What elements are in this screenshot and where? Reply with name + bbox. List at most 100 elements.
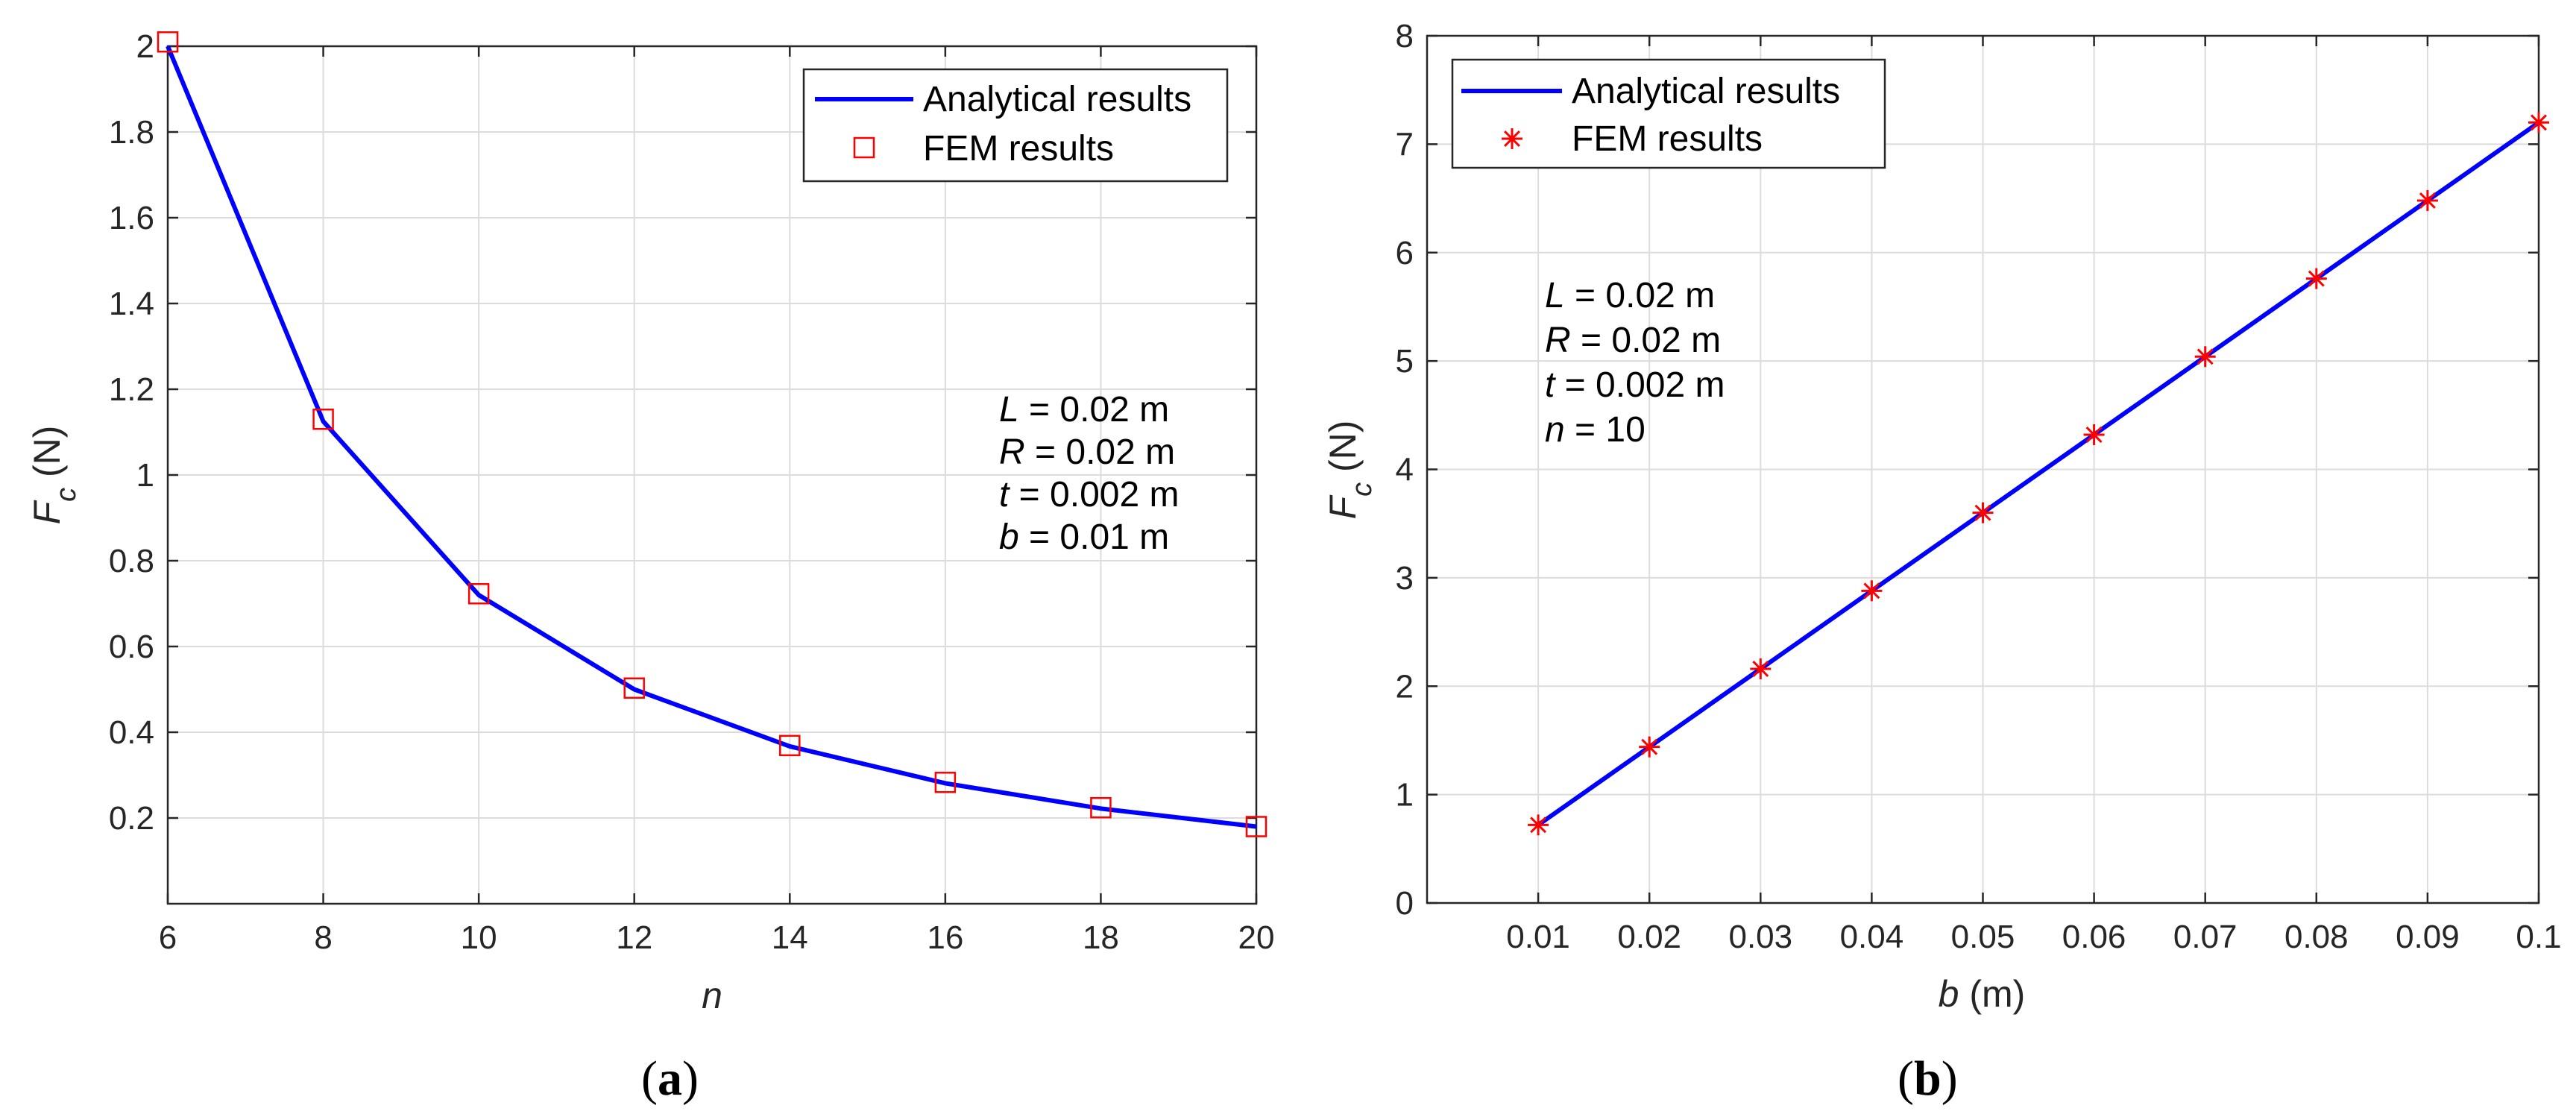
chart-b-x-tick-label: 0.06 bbox=[2062, 919, 2126, 955]
chart-b-fem-point-stroke bbox=[2196, 348, 2214, 365]
chart-b-fem-point-stroke bbox=[1530, 816, 1547, 834]
chart-b-x-tick-label: 0.04 bbox=[1840, 919, 1904, 955]
chart-b-fem-point-stroke bbox=[1974, 504, 1991, 521]
chart-a-legend-entry-fem: FEM results bbox=[923, 129, 1114, 169]
chart-b-fem-point bbox=[2416, 189, 2438, 211]
chart-b-y-tick-label: 2 bbox=[1396, 668, 1414, 705]
chart-b-x-axis-label: b (m) bbox=[1939, 973, 2026, 1015]
chart-b-fem-point-stroke bbox=[2419, 192, 2436, 209]
chart-b-fem-point-stroke bbox=[2531, 114, 2547, 131]
chart-a-fem-point bbox=[157, 31, 179, 53]
chart-a-fem-point bbox=[1245, 816, 1267, 837]
chart-a-x-tick-label: 16 bbox=[927, 919, 963, 956]
chart-b-y-tick-label: 4 bbox=[1396, 452, 1414, 488]
chart-b-legend: Analytical results FEM results bbox=[1451, 58, 1886, 169]
chart-a-ticks: 6 8 10 12 14 16 18 20 0.2 0.4 0.6 0.8 1 1.2 1.4 1.6 1.8 2 bbox=[109, 28, 1275, 956]
chart-b-fem-point bbox=[2528, 112, 2549, 133]
chart-b-x-tick-label: 0.02 bbox=[1617, 919, 1681, 955]
chart-b-fem-point bbox=[1861, 580, 1883, 602]
chart-b-y-tick-label: 6 bbox=[1396, 235, 1414, 271]
chart-a-fem-point bbox=[1090, 796, 1112, 819]
chart-a-x-tick-label: 8 bbox=[314, 919, 332, 956]
chart-b-fem-point-stroke bbox=[1641, 738, 1658, 755]
chart-b-fem-point bbox=[2194, 346, 2216, 368]
chart-a-y-axis-label: Fc (N) bbox=[26, 426, 82, 525]
panel-label-b: (b) bbox=[1898, 1051, 1958, 1106]
chart-b-y-tick-label: 0 bbox=[1396, 885, 1414, 922]
chart-b-fem-point bbox=[1972, 502, 1994, 523]
chart-a-y-tick-label: 0.2 bbox=[109, 800, 154, 837]
chart-b-param-t: t = 0.002 m bbox=[1545, 365, 1725, 405]
chart-b-legend-entry-fem: FEM results bbox=[1572, 119, 1763, 159]
chart-a-legend-entry-analytical: Analytical results bbox=[923, 80, 1191, 119]
chart-a-y-tick-label: 0.6 bbox=[109, 629, 154, 665]
chart-b-x-tick-label: 0.07 bbox=[2173, 919, 2238, 955]
chart-b-fem-point bbox=[1639, 736, 1660, 758]
chart-a-param-R: R = 0.02 m bbox=[999, 432, 1175, 472]
chart-b-param-R: R = 0.02 m bbox=[1545, 321, 1721, 360]
chart-b-y-tick-label: 1 bbox=[1396, 777, 1414, 814]
chart-a-legend-square-swatch bbox=[853, 136, 875, 159]
chart-b-fem-point-stroke bbox=[1752, 661, 1769, 677]
chart-a-y-tick-label: 1.4 bbox=[109, 286, 154, 322]
chart-b-fem-point bbox=[1528, 814, 1549, 836]
chart-b-y-tick-label: 7 bbox=[1396, 126, 1414, 163]
chart-b-fem-point-stroke bbox=[1863, 582, 1880, 600]
chart-b-y-tick-label: 3 bbox=[1396, 560, 1414, 597]
chart-a: 6 8 10 12 14 16 18 20 0.2 0.4 0.6 0.8 1 1.2 1.4 1.6 1.8 2… bbox=[26, 28, 1274, 1106]
chart-b-param-L: L = 0.02 m bbox=[1545, 276, 1715, 315]
chart-a-x-tick-label: 6 bbox=[159, 919, 177, 956]
chart-a-legend: Analytical results FEM results bbox=[802, 68, 1229, 183]
chart-b-legend-asterisk-swatch bbox=[1502, 128, 1522, 149]
chart-b-x-tick-label: 0.05 bbox=[1951, 919, 2015, 955]
chart-b-legend-asterisk-stroke bbox=[1504, 130, 1520, 147]
chart-b-fem-point bbox=[1750, 658, 1772, 679]
chart-b-x-tick-label: 0.08 bbox=[2284, 919, 2349, 955]
chart-a-legend-box bbox=[802, 68, 1229, 183]
panel-label-a: (a) bbox=[641, 1051, 699, 1106]
chart-a-parameters: L = 0.02 m R = 0.02 m t = 0.002 m b = 0.… bbox=[999, 390, 1179, 557]
chart-b-fem-point bbox=[2083, 424, 2105, 445]
chart-a-y-tick-label: 1 bbox=[136, 457, 154, 494]
chart-a-fem-point bbox=[312, 409, 334, 430]
chart-b-legend-entry-analytical: Analytical results bbox=[1572, 72, 1840, 111]
chart-b-analytical-line bbox=[1537, 120, 2540, 827]
chart-b-y-tick-label: 8 bbox=[1396, 18, 1414, 54]
chart-b-fem-point-stroke bbox=[2085, 427, 2103, 443]
chart-a-x-tick-label: 12 bbox=[616, 919, 652, 956]
chart-a-y-tick-label: 2 bbox=[136, 28, 154, 65]
chart-b-ticks: 0.01 0.02 0.03 0.04 0.05 0.06 0.07 0.08 0.09 0.1 0… bbox=[1396, 18, 2562, 955]
chart-b-x-tick-label: 0.03 bbox=[1728, 919, 1792, 955]
chart-b-legend-asterisk bbox=[1502, 128, 1522, 149]
chart-b-series bbox=[1528, 112, 2549, 836]
chart-a-fem-point bbox=[779, 734, 801, 757]
chart-a-x-tick-label: 14 bbox=[772, 919, 808, 956]
chart-b-x-tick-label: 0.09 bbox=[2396, 919, 2460, 955]
chart-a-y-tick-label: 1.2 bbox=[109, 371, 154, 408]
chart-a-fem-point bbox=[467, 583, 490, 605]
chart-a-y-tick-label: 0.4 bbox=[109, 714, 154, 751]
chart-a-x-tick-label: 18 bbox=[1083, 919, 1119, 956]
chart-b-param-n: n = 10 bbox=[1545, 410, 1646, 450]
chart-b-x-tick-label: 0.01 bbox=[1506, 919, 1570, 955]
chart-a-y-tick-label: 1.8 bbox=[109, 114, 154, 151]
chart-a-y-tick-label: 0.8 bbox=[109, 543, 154, 579]
chart-a-param-L: L = 0.02 m bbox=[999, 390, 1169, 430]
chart-b-x-tick-label: 0.1 bbox=[2516, 919, 2561, 955]
chart-a-x-tick-label: 10 bbox=[461, 919, 497, 956]
chart-a-param-t: t = 0.002 m bbox=[999, 475, 1179, 515]
chart-b-parameters: L = 0.02 m R = 0.02 m t = 0.002 m n = 10 bbox=[1545, 276, 1725, 450]
chart-a-x-axis-label: n bbox=[702, 975, 722, 1016]
chart-a-fem-point bbox=[934, 772, 957, 793]
chart-b: 0.01 0.02 0.03 0.04 0.05 0.06 0.07 0.08 0.09 0.1 0… bbox=[1322, 18, 2562, 1106]
chart-b-fem-point bbox=[2305, 268, 2327, 289]
chart-a-y-tick-label: 1.6 bbox=[109, 200, 154, 236]
chart-a-x-tick-label: 20 bbox=[1238, 919, 1275, 956]
chart-a-analytical-line bbox=[166, 45, 1257, 829]
chart-b-fem-point-stroke bbox=[2308, 270, 2325, 287]
chart-a-fem-point bbox=[623, 677, 645, 699]
chart-b-legend-box bbox=[1451, 58, 1886, 169]
chart-a-series bbox=[157, 31, 1267, 837]
